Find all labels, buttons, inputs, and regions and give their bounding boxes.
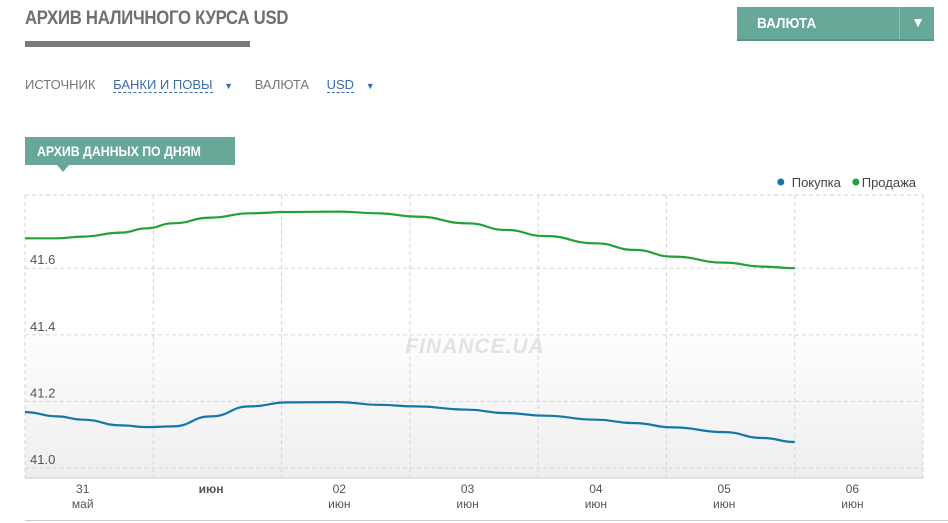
legend-marker — [852, 178, 860, 186]
x-tick-sublabel: июн — [585, 497, 607, 511]
plot-background — [25, 195, 923, 478]
legend-label: Покупка — [792, 175, 842, 190]
bottom-rule — [25, 520, 948, 521]
x-tick-label: 31 — [76, 482, 90, 496]
y-tick-label: 41.4 — [30, 319, 55, 334]
x-tick-sublabel: июн — [328, 497, 350, 511]
y-tick-label: 41.2 — [30, 385, 55, 400]
section-tab-label: АРХИВ ДАННЫХ ПО ДНЯМ — [37, 143, 201, 159]
y-tick-label: 41.0 — [30, 452, 55, 467]
y-axis-labels: 41.0 41.2 41.4 41.6 — [30, 252, 55, 467]
x-tick-sublabel: июн — [713, 497, 735, 511]
y-tick-label: 41.6 — [30, 252, 55, 267]
source-select[interactable]: БАНКИ И ПОВЫ — [113, 77, 213, 93]
x-tick-label: 06 — [846, 482, 860, 496]
currency-caret-icon[interactable]: ▼ — [365, 81, 375, 91]
page-title: АРХИВ НАЛИЧНОГО КУРСА USD — [25, 8, 289, 29]
section-tab-daily-archive: АРХИВ ДАННЫХ ПО ДНЯМ — [25, 137, 236, 172]
grid — [24, 194, 924, 479]
x-tick-label: июн — [199, 482, 224, 496]
title-underline — [25, 41, 250, 47]
legend: Продажа Покупка — [777, 175, 917, 190]
series-line-buy — [24, 400, 795, 444]
x-tick-sublabel: июн — [456, 497, 478, 511]
x-tick-label: 04 — [589, 482, 603, 496]
series-line-sell — [25, 210, 795, 270]
x-tick-sublabel: июн — [841, 497, 863, 511]
dropdown-divider — [899, 7, 900, 39]
currency-select[interactable]: USD — [326, 77, 355, 93]
x-tick-label: 03 — [461, 482, 475, 496]
currency-label: ВАЛЮТА — [254, 77, 309, 92]
filter-bar: ИСТОЧНИК БАНКИ И ПОВЫ ▼ ВАЛЮТА USD ▼ — [25, 77, 393, 93]
currency-dropdown-button[interactable]: ВАЛЮТА ▼ — [737, 7, 934, 41]
x-tick-sublabel: май — [72, 497, 94, 511]
legend-marker — [777, 178, 785, 186]
source-label: ИСТОЧНИК — [25, 77, 96, 92]
legend-label: Продажа — [862, 175, 917, 190]
x-tick-label: 05 — [717, 482, 731, 496]
series-group — [24, 210, 795, 444]
triangle-down-icon: ▼ — [911, 14, 925, 30]
x-tick-label: 02 — [333, 482, 347, 496]
currency-dropdown-label: ВАЛЮТА — [757, 15, 817, 32]
tab-pointer-icon — [57, 165, 69, 172]
watermark: FINANCE.UA — [405, 335, 545, 358]
source-caret-icon[interactable]: ▼ — [224, 81, 234, 91]
